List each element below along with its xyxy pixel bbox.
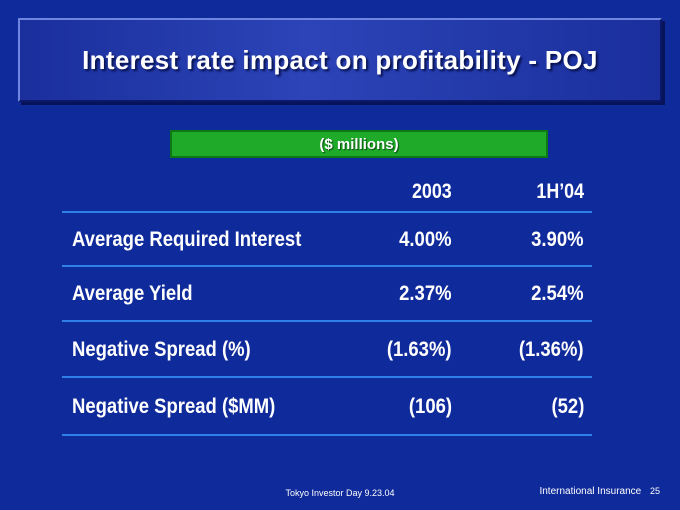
- row-label: Average Required Interest: [72, 228, 302, 251]
- units-label: ($ millions): [319, 135, 399, 153]
- table-rule: [62, 211, 592, 213]
- footer-event: Tokyo Investor Day 9.23.04: [285, 488, 395, 498]
- table-cell: (1.36%): [519, 338, 584, 361]
- table-rule: [62, 376, 592, 378]
- table-rule: [62, 265, 592, 267]
- row-label: Negative Spread (%): [72, 338, 251, 361]
- row-label: Negative Spread ($MM): [72, 395, 276, 418]
- table-cell: 4.00%: [399, 228, 452, 251]
- row-label: Average Yield: [72, 282, 193, 305]
- column-header-2003: 2003: [412, 180, 452, 203]
- table-cell: (1.63%): [387, 338, 452, 361]
- table-cell: 2.37%: [399, 282, 452, 305]
- table-cell: 3.90%: [531, 228, 584, 251]
- table-cell: 2.54%: [531, 282, 584, 305]
- table-cell: (52): [551, 395, 584, 418]
- slide-title: Interest rate impact on profitability - …: [82, 44, 598, 75]
- column-header-1h04: 1H’04: [536, 180, 584, 203]
- footer-division: International Insurance: [539, 486, 642, 497]
- table-cell: (106): [408, 395, 452, 418]
- table-rule: [62, 320, 592, 322]
- table-rule: [62, 434, 592, 436]
- footer-right: International Insurance 25: [539, 486, 660, 497]
- title-banner: Interest rate impact on profitability - …: [18, 18, 662, 102]
- units-banner: ($ millions): [170, 130, 548, 158]
- page-number: 25: [649, 486, 660, 496]
